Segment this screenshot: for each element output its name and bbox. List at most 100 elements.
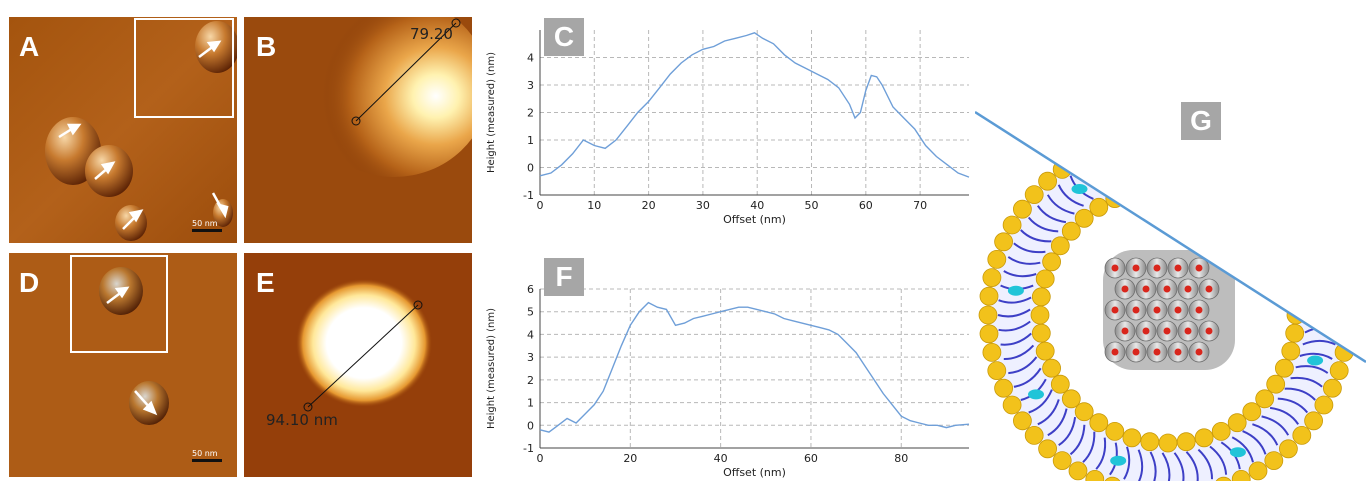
lipid-head [1176, 178, 1196, 198]
membrane-surface-line [975, 110, 1366, 364]
lipid-tail [1298, 255, 1328, 274]
lipid-tail [1013, 367, 1042, 388]
lipid-tail [1301, 269, 1333, 286]
afm-image-d: D 50 nm [8, 252, 238, 478]
lipid-tail [1137, 449, 1144, 481]
y-tick-label: 2 [527, 107, 534, 120]
lipid-head [1102, 476, 1122, 481]
y-tick-label: 1 [527, 397, 534, 410]
lipid-head [1329, 361, 1349, 381]
nanotube-core [1184, 285, 1192, 293]
nanotube-core [1111, 348, 1119, 356]
measure-line-e [307, 304, 419, 408]
lipid-head [1304, 199, 1324, 219]
cargo-molecule [1028, 389, 1044, 400]
lipid-head [1158, 177, 1178, 197]
lipid-head [1194, 182, 1214, 202]
nanotube-core [1121, 285, 1129, 293]
lipid-head [1274, 252, 1294, 272]
nanotube-core [1163, 327, 1171, 335]
lipid-head [1024, 185, 1044, 204]
lipid-tail [1028, 389, 1053, 414]
afm-image-b: B 79.20 [243, 16, 473, 244]
liposome-schematic-g: G [975, 100, 1366, 481]
lipid-head [1031, 323, 1051, 343]
x-tick-label: 40 [750, 199, 764, 212]
lipid-head [1068, 461, 1088, 481]
lipid-head [1211, 421, 1231, 441]
zoom-region-box-a [134, 18, 234, 118]
lipid-head [979, 286, 999, 306]
cargo-molecule [1229, 447, 1246, 458]
lipid-tail [1058, 416, 1077, 447]
lipid-tail [1047, 408, 1068, 437]
lipid-tail [1192, 147, 1199, 181]
lipid-head [1322, 378, 1342, 398]
nanotube-core [1174, 306, 1182, 314]
x-tick-label: 80 [894, 452, 908, 465]
lipid-tail [1185, 451, 1199, 481]
lipid-tail [1295, 365, 1329, 374]
lipid-tail [1003, 344, 1035, 361]
lipid-tail [1082, 431, 1096, 463]
y-tick-label: 3 [527, 79, 534, 92]
panel-label-b: B [256, 31, 277, 62]
lipid-tail [1007, 256, 1041, 265]
lipid-head [1038, 171, 1057, 191]
lipid-tail [1276, 204, 1299, 231]
lipid-head [1031, 287, 1051, 307]
vesicle-d2 [129, 381, 169, 425]
lipid-head [1231, 141, 1251, 160]
lipid-tail [1036, 205, 1067, 224]
cargo-molecule [1110, 455, 1127, 466]
lipid-head [1337, 324, 1357, 344]
lipid-tail [998, 296, 1032, 304]
nanotube-core [1111, 264, 1119, 272]
height-profile-line [539, 32, 970, 178]
nanotube-core [1121, 327, 1129, 335]
afm-height-image-e [244, 253, 472, 477]
lipid-tail [1269, 406, 1300, 425]
lipid-head [1158, 125, 1178, 145]
height-profile-chart-c: 0 10 20 30 40 50 60 70 -1 0 1 2 3 4 Offset (nm) Height … [480, 8, 980, 240]
cargo-molecule [1279, 212, 1296, 223]
lipid-head [1231, 469, 1251, 481]
x-tick-label: 0 [537, 199, 544, 212]
lipid-tail [1137, 147, 1151, 179]
lipid-tail [1000, 332, 1032, 346]
lipid-head [1176, 432, 1196, 452]
lipid-tail [1261, 415, 1290, 436]
measure-length-label-b: 79.20 [410, 25, 453, 43]
lipid-tail [1173, 452, 1185, 481]
measure-end-marker-b [451, 18, 461, 28]
lipid-head [1052, 451, 1072, 471]
y-tick-label: 1 [527, 134, 534, 147]
afm-amplitude-texture-d [9, 253, 237, 477]
lipid-tail [1108, 155, 1127, 185]
lipid-tail [997, 308, 1031, 318]
afm-image-a: A 50 nm [8, 16, 238, 244]
x-tick-label: 50 [805, 199, 819, 212]
lipid-head [1139, 126, 1159, 146]
lipid-head [1035, 341, 1055, 361]
cargo-molecule [1173, 156, 1190, 167]
lipid-head [1194, 428, 1214, 448]
panel-label-c: C [544, 18, 584, 56]
nanotube-core [1205, 327, 1213, 335]
panel-label-d: D [19, 267, 40, 298]
lipid-head [1038, 439, 1057, 459]
lipid-tail [1240, 167, 1254, 199]
lipid-head [1292, 185, 1312, 204]
lipid-head [1248, 149, 1268, 169]
lipid-head [1278, 439, 1298, 459]
nanotube-core [1153, 348, 1161, 356]
measure-end-marker-e [413, 300, 423, 310]
lipid-head [1074, 208, 1094, 228]
panel-label-f: F [544, 258, 584, 296]
lipid-head [1035, 269, 1055, 289]
y-tick-label: -1 [523, 189, 534, 202]
y-axis-label: Height (measured) (nm) [486, 52, 497, 173]
lipid-head [1002, 395, 1022, 415]
lipid-tail [1268, 193, 1289, 222]
